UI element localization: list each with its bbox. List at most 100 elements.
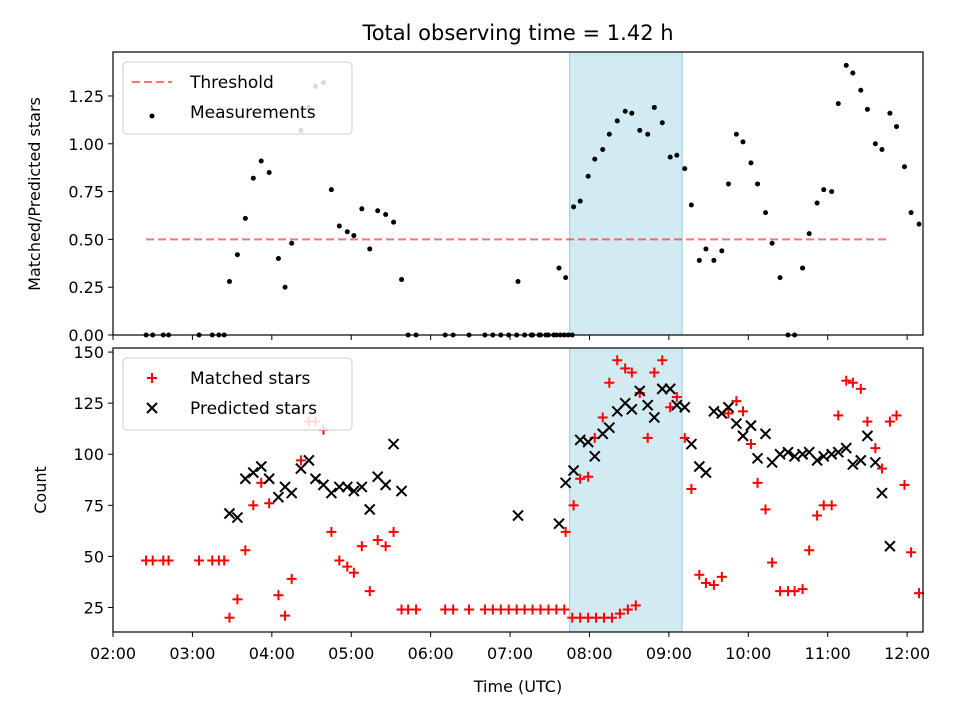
x-b: [279, 481, 291, 493]
x-b: [737, 430, 749, 442]
data-point: [606, 131, 612, 137]
data-point: [367, 246, 373, 252]
data-point: [688, 202, 694, 208]
data-point: [847, 377, 858, 388]
x-b: [603, 421, 616, 434]
x-b: [285, 487, 298, 499]
data-point: [263, 473, 275, 485]
y-tick-label: 0.75: [68, 183, 104, 202]
data-point: [855, 383, 866, 394]
data-point: [725, 181, 731, 187]
data-point: [309, 473, 322, 485]
data-point: [583, 471, 594, 482]
data-point: [674, 152, 680, 158]
data-point: [651, 104, 657, 110]
x-b: [745, 419, 757, 432]
data-point: [745, 419, 757, 432]
legend: Matched stars Predicted stars: [122, 357, 353, 431]
x-b: [818, 450, 830, 462]
data-point: [763, 210, 768, 216]
legend-label: Measurements: [190, 103, 316, 123]
data-point: [812, 510, 823, 521]
data-point: [914, 588, 925, 599]
data-point: [232, 594, 243, 605]
x-b: [325, 487, 338, 499]
data-point: [258, 158, 264, 164]
data-point: [560, 526, 571, 537]
data-point: [375, 208, 381, 214]
data-point: [563, 275, 569, 281]
data-point: [752, 477, 763, 488]
data-point: [711, 257, 717, 263]
x-b: [379, 479, 392, 491]
x-axis-label: Time (UTC): [473, 677, 562, 696]
data-point: [289, 240, 295, 246]
data-point: [800, 265, 806, 271]
data-point: [219, 555, 230, 566]
data-point: [804, 545, 815, 556]
data-point: [571, 204, 577, 210]
data-point: [637, 127, 643, 133]
data-point: [341, 481, 353, 493]
data-point: [264, 498, 275, 509]
data-point: [614, 608, 625, 619]
x-b: [796, 448, 809, 460]
data-point: [806, 231, 812, 237]
data-point: [622, 108, 628, 114]
data-point: [782, 446, 794, 458]
data-point: [657, 355, 668, 366]
data-point: [730, 417, 743, 430]
data-point: [738, 406, 748, 417]
x-b: [759, 428, 772, 440]
x-b: [869, 456, 882, 469]
data-point: [777, 275, 783, 281]
y-tick-label: 1.00: [68, 135, 104, 154]
data-point: [826, 500, 837, 511]
x-b: [231, 511, 244, 524]
x-b: [751, 452, 764, 465]
x-b: [255, 460, 267, 473]
data-point: [364, 586, 375, 597]
data-point: [391, 219, 397, 225]
data-point: [891, 410, 902, 421]
y-axis-label: Matched/Predicted stars: [25, 97, 44, 291]
data-point: [275, 256, 281, 262]
data-point: [864, 106, 870, 112]
data-point: [556, 265, 562, 271]
data-point: [326, 526, 337, 537]
data-point: [840, 442, 852, 454]
data-point: [273, 590, 284, 601]
legend-swatch: [147, 373, 157, 383]
data-point: [559, 477, 572, 489]
legend: Threshold Measurements: [122, 61, 353, 135]
data-point: [612, 355, 623, 366]
x-b: [847, 458, 859, 471]
data-point: [282, 284, 288, 290]
data-point: [626, 403, 638, 416]
data-point: [280, 610, 291, 621]
data-point: [879, 147, 885, 153]
data-point: [755, 181, 761, 187]
data-point: [769, 240, 775, 246]
x-b: [582, 436, 594, 448]
legend-swatch: [146, 402, 158, 414]
data-point: [328, 187, 334, 193]
highlight-span: [569, 347, 683, 633]
data-point: [719, 248, 725, 254]
data-point: [733, 131, 739, 137]
data-point: [679, 401, 691, 413]
data-point: [325, 487, 338, 499]
data-point: [194, 555, 205, 566]
data-point: [395, 485, 408, 497]
x-tick-label: 04:00: [249, 644, 295, 663]
data-point: [850, 70, 856, 76]
data-point: [694, 569, 705, 580]
y-tick-label: 100: [73, 445, 104, 464]
data-point: [884, 540, 896, 552]
y-tick-label: 150: [73, 343, 104, 362]
data-point: [575, 473, 586, 484]
data-point: [671, 392, 682, 403]
data-point: [876, 487, 888, 499]
y-tick-label: 0.25: [68, 278, 104, 297]
